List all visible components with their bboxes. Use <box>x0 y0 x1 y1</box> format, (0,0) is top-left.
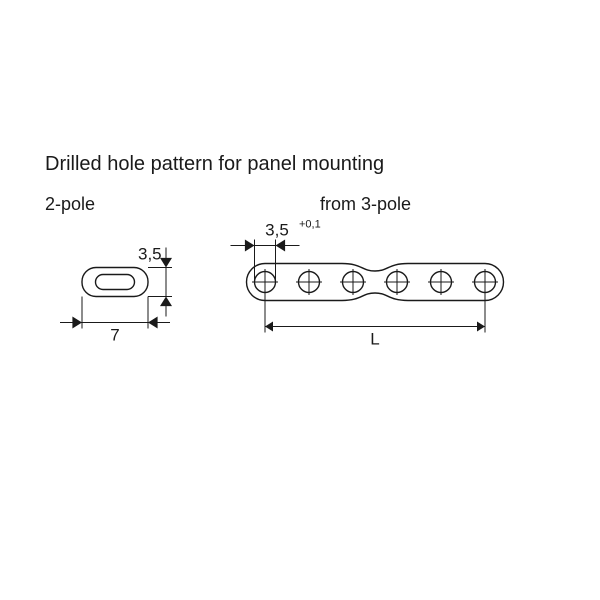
dim-width-7: 7 <box>110 326 119 345</box>
dim-length-L: L <box>370 330 379 349</box>
two-pole-outer <box>82 268 148 297</box>
right-subtitle: from 3-pole <box>320 194 411 214</box>
dim-hole-diameter: 3,5 <box>265 221 289 240</box>
two-pole-inner <box>96 275 135 290</box>
dim-hole-tol: +0,1 <box>299 219 321 231</box>
left-subtitle: 2-pole <box>45 194 95 214</box>
main-title: Drilled hole pattern for panel mounting <box>45 153 384 175</box>
dim-height-3-5: 3,5 <box>138 245 162 264</box>
strip-outline <box>247 264 504 301</box>
